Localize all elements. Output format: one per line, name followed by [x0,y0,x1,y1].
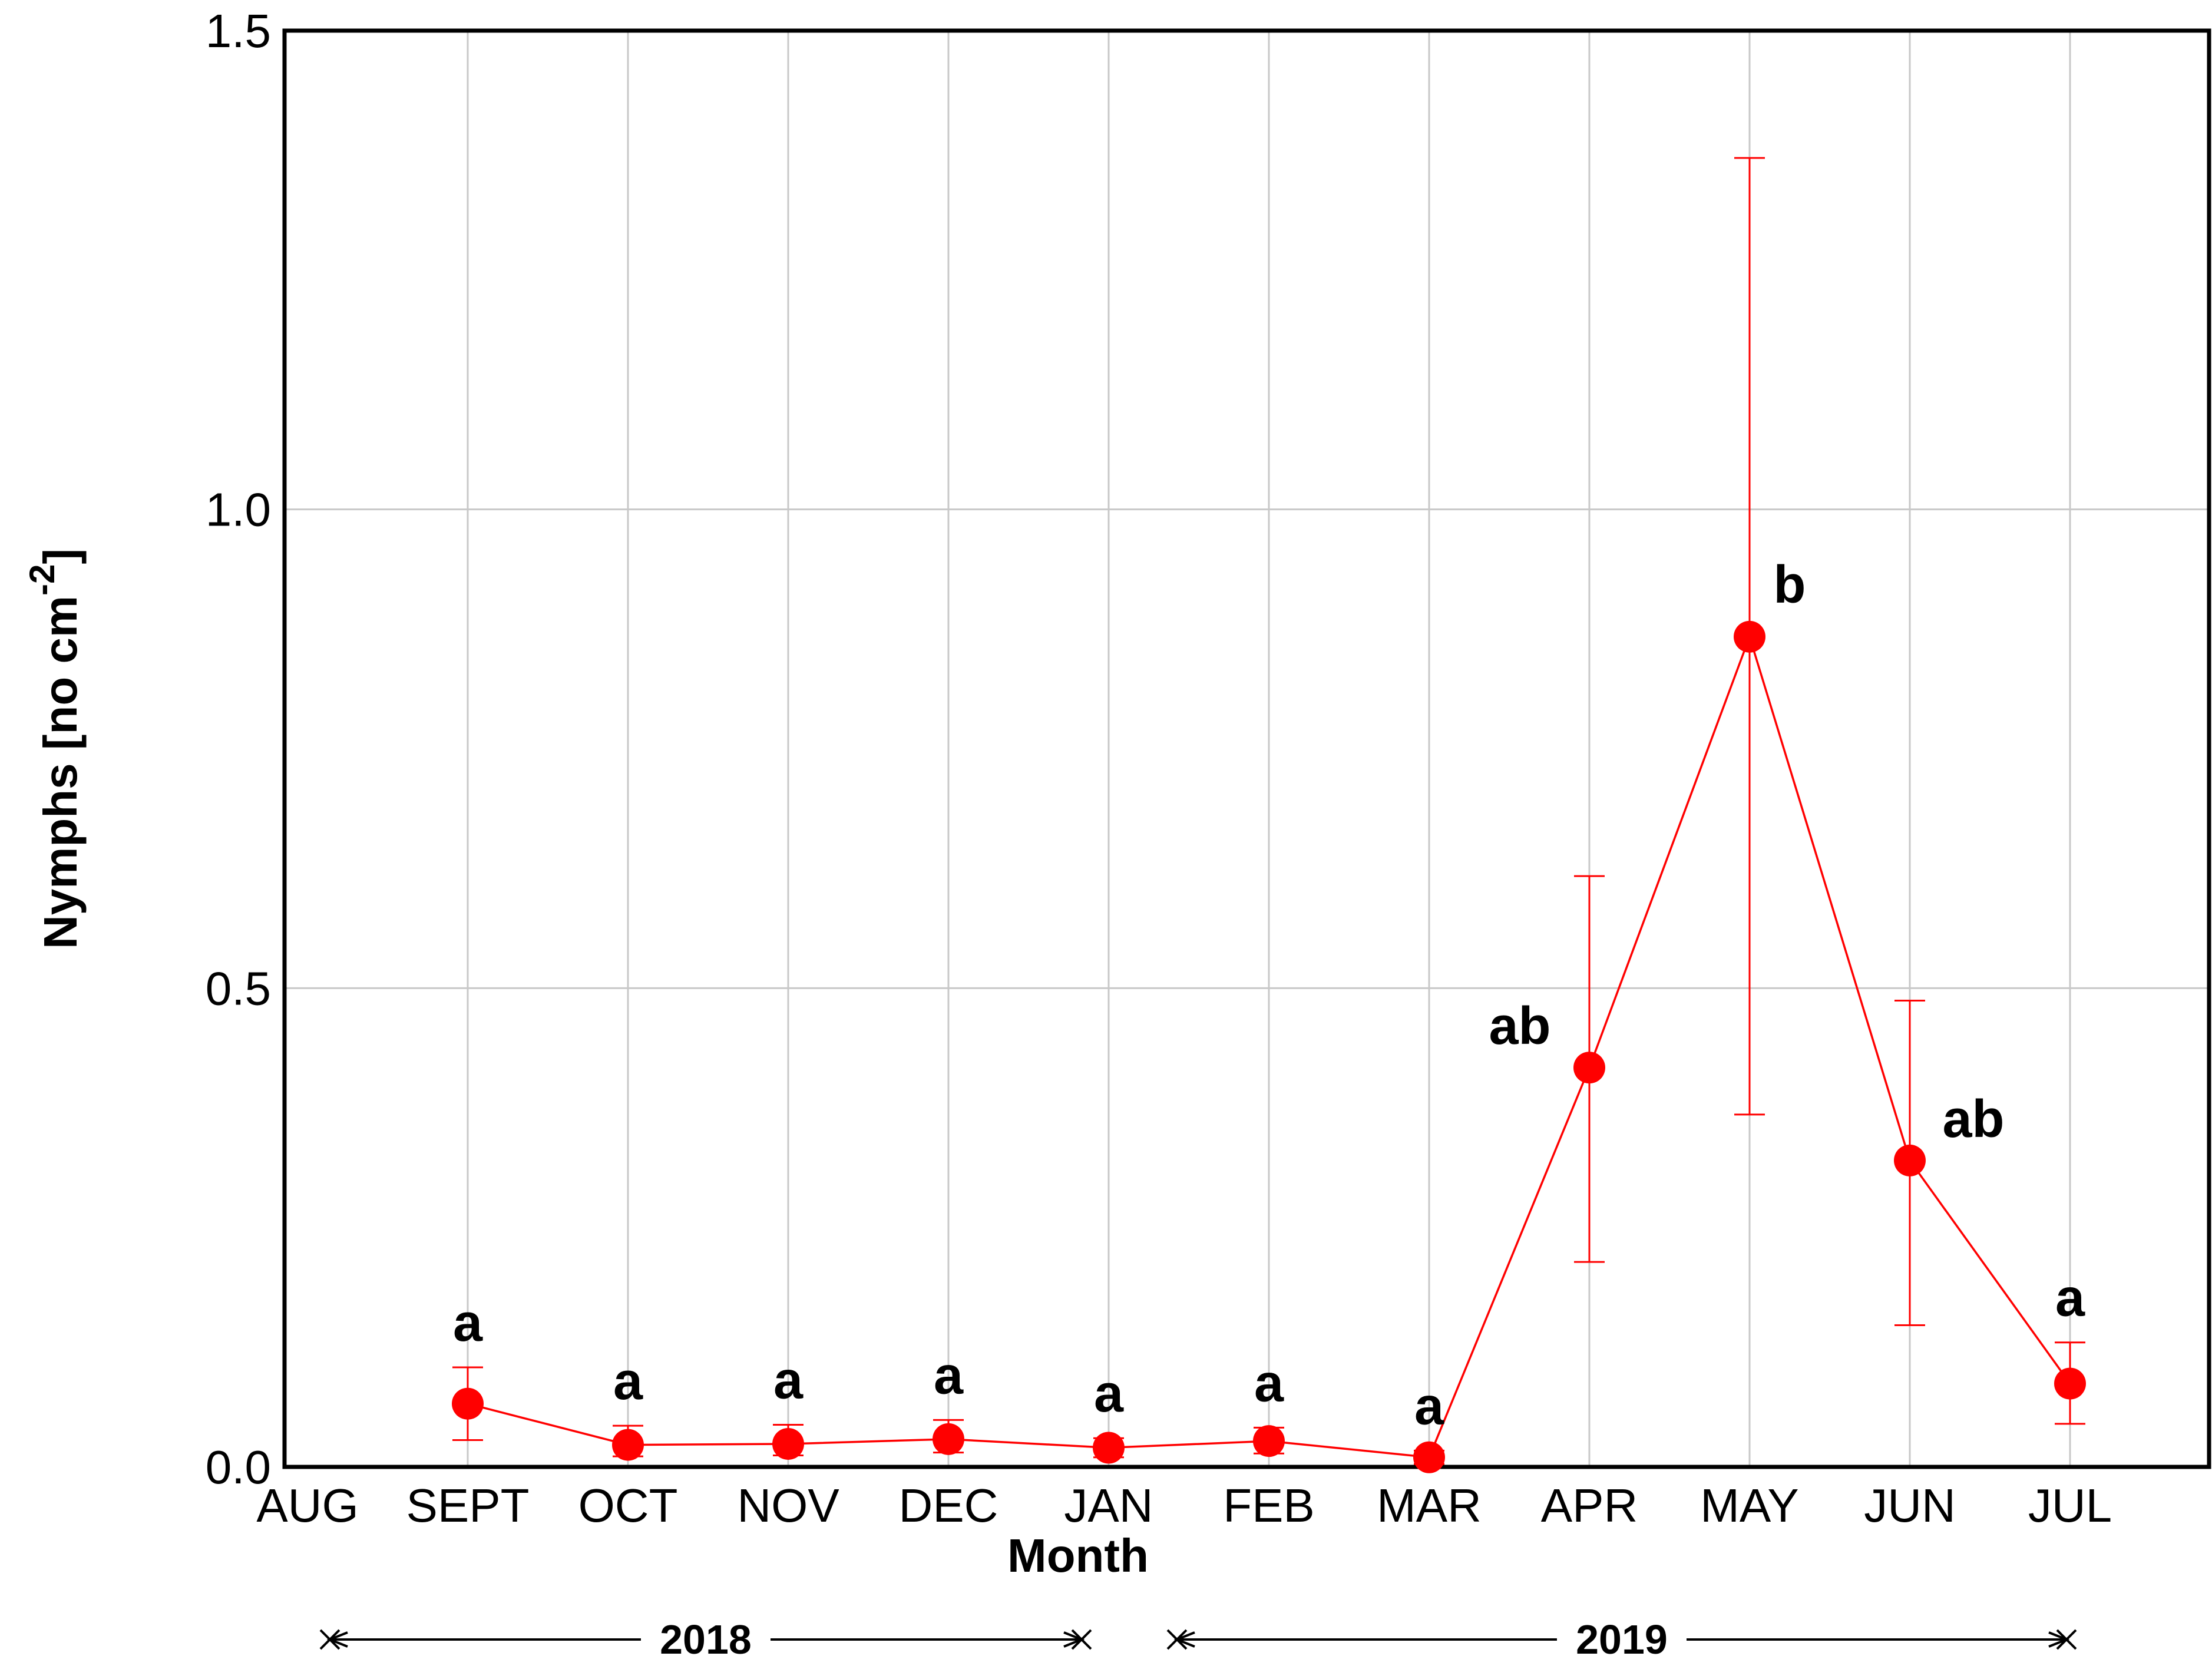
year-label-2018: 2018 [660,1617,752,1656]
x-tick-label-mar: MAR [1377,1479,1482,1532]
significance-label-oct: a [613,1352,643,1411]
data-point-may [1734,620,1765,653]
y-tick-label: 0.0 [206,1441,271,1493]
significance-label-feb: a [1254,1354,1284,1413]
data-point-nov [772,1427,804,1460]
data-point-oct [612,1429,644,1461]
y-axis-title-superscript: -2 [22,564,62,596]
year-label-2019: 2019 [1576,1617,1668,1656]
x-tick-label-apr: APR [1541,1479,1638,1532]
significance-label-sept: a [453,1294,483,1353]
year-span-2019: 2019 [1166,1617,2077,1656]
year-span-arrow-left [1173,1631,1195,1648]
significance-label-jan: a [1094,1364,1124,1423]
data-point-apr [1573,1052,1605,1084]
significance-label-dec: a [934,1346,964,1405]
x-tick-label-sept: SEPT [406,1479,530,1532]
y-tick-label: 1.0 [206,484,271,536]
series [452,157,2086,1473]
y-tick-label: 0.5 [206,962,271,1014]
x-tick-label-jun: JUN [1864,1479,1956,1532]
y-axis-title-main: Nymphs [no cm [34,596,87,949]
x-tick-label-may: MAY [1700,1479,1798,1532]
x-tick-label-oct: OCT [578,1479,678,1532]
data-point-mar [1413,1441,1445,1473]
data-point-jun [1894,1144,1926,1176]
grid [285,31,2209,1467]
year-spans: 2018 2019 [319,1617,2077,1656]
x-axis-title: Month [1007,1529,1149,1582]
year-span-arrow-right [2048,1631,2070,1648]
significance-label-may: b [1774,556,1806,614]
significance-label-nov: a [773,1351,804,1410]
significance-label-jun: ab [1942,1090,2004,1149]
data-point-jan [1093,1432,1125,1464]
x-tick-label-jan: JAN [1064,1479,1153,1532]
significance-labels: a a a a a a a ab b ab a [453,556,2085,1436]
year-span-arrow-right [1063,1631,1085,1648]
x-tick-labels: AUG SEPT OCT NOV DEC JAN FEB MAR APR MAY JUN JUL [256,1479,2112,1532]
data-point-dec [933,1423,964,1455]
x-tick-label-jul: JUL [2028,1479,2112,1532]
significance-label-mar: a [1414,1377,1444,1436]
plot-frame [282,28,2211,1469]
year-span-arrow-left [326,1631,348,1648]
year-span-2018: 2018 [319,1617,1092,1656]
x-tick-label-nov: NOV [737,1479,839,1532]
data-point-sept [452,1387,484,1420]
x-tick-label-dec: DEC [899,1479,998,1532]
y-tick-label: 1.5 [206,5,271,57]
significance-label-apr: ab [1489,997,1550,1056]
data-point-feb [1253,1425,1285,1457]
x-tick-label-aug: AUG [256,1479,358,1532]
significance-label-jul: a [2055,1269,2085,1328]
y-tick-labels: 0.0 0.5 1.0 1.5 [206,5,271,1493]
x-tick-label-feb: FEB [1223,1479,1315,1532]
y-axis-title: Nymphs [no cm-2] [22,548,87,949]
data-point-jul [2054,1367,2086,1400]
y-axis-title-suffix: ] [34,548,87,564]
